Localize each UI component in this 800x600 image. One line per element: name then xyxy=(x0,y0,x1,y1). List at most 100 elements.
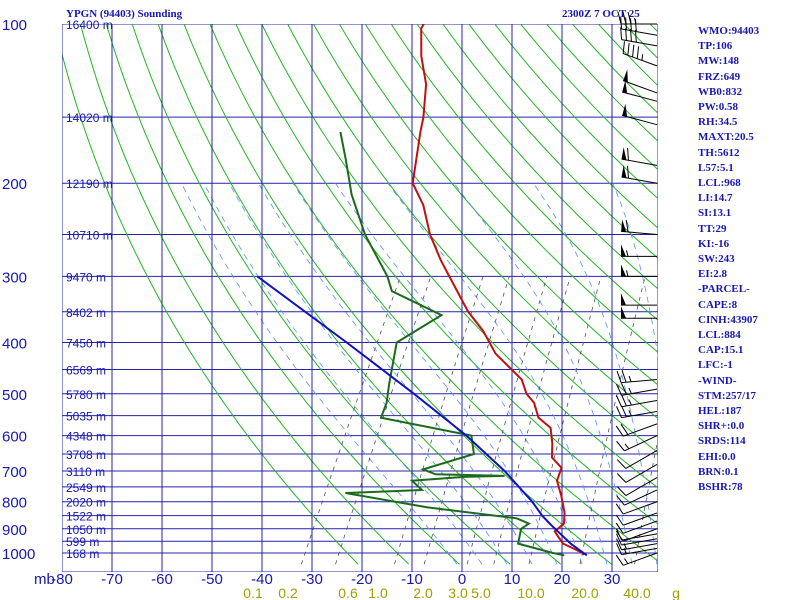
barb-flag xyxy=(621,219,627,232)
wind-barb xyxy=(621,147,658,166)
barb-staff xyxy=(624,435,658,452)
wind-barb xyxy=(615,528,658,542)
barb-staff xyxy=(625,463,658,483)
barb-half xyxy=(624,443,630,450)
barb-staff xyxy=(621,543,658,551)
temperature-tick-label: 10 xyxy=(504,571,521,588)
barb-staff xyxy=(621,400,658,408)
barb-flag xyxy=(622,103,628,117)
barb-staff xyxy=(621,410,658,419)
barb-half xyxy=(628,387,632,394)
index-item: BRN:0.1 xyxy=(698,465,739,478)
pressure-tick-label: 200 xyxy=(2,176,27,193)
index-item: LFC:-1 xyxy=(698,359,733,372)
wind-barb xyxy=(616,405,658,419)
barb-staff xyxy=(623,512,658,526)
wind-barb xyxy=(623,69,658,94)
moist-adiabat-line xyxy=(203,183,483,565)
height-label: 9470 m xyxy=(66,270,106,284)
barb-staff xyxy=(623,528,658,542)
index-item: MW:148 xyxy=(698,55,739,68)
wind-barb xyxy=(616,533,658,546)
dry-adiabat-line xyxy=(442,24,658,259)
height-label: 599 m xyxy=(66,535,99,549)
moist-adiabat-line xyxy=(387,182,608,565)
height-label: 4348 m xyxy=(66,430,106,444)
barb-full xyxy=(616,533,623,546)
index-item: STM:257/17 xyxy=(698,389,757,402)
pressure-tick-label: 800 xyxy=(2,495,27,512)
pressure-tick-label: 1000 xyxy=(2,546,35,563)
temperature-trace xyxy=(411,24,585,556)
barb-full xyxy=(616,383,623,396)
mixing-ratio-tick-label: 0.6 xyxy=(338,585,358,600)
barb-full xyxy=(616,395,623,408)
wind-barb xyxy=(622,41,658,67)
index-item: EHI:0.0 xyxy=(698,450,736,463)
mixing-ratio-line xyxy=(301,276,401,565)
moist-adiabats xyxy=(181,182,658,565)
index-item: CINH:43907 xyxy=(698,313,758,326)
barb-full xyxy=(622,11,627,25)
height-label: 6569 m xyxy=(66,364,106,378)
dry-adiabat-line xyxy=(416,24,658,290)
index-item: CAPE:8 xyxy=(698,298,738,311)
index-item: -PARCEL- xyxy=(698,283,750,296)
barb-full xyxy=(616,406,623,418)
barb-staff xyxy=(621,230,658,236)
barb-full xyxy=(634,29,637,43)
wind-barb xyxy=(621,264,657,277)
pressure-tick-label: 700 xyxy=(2,464,27,481)
barb-staff xyxy=(622,91,658,102)
height-label: 2549 m xyxy=(66,481,106,495)
barb-full xyxy=(622,41,625,54)
index-item: CAP:15.1 xyxy=(698,344,744,357)
barb-full xyxy=(616,473,627,483)
wind-barb xyxy=(621,293,657,306)
barb-full xyxy=(615,554,624,566)
temperature-tick-label: 30 xyxy=(604,571,621,588)
mixing-ratio-tick-label: 20.0 xyxy=(571,585,598,600)
wind-barb xyxy=(616,463,658,483)
mixing-ratio-tick-label: 40.0 xyxy=(623,585,650,600)
temperature-tick-label: 0 xyxy=(458,571,466,588)
pressure-tick-label: 900 xyxy=(2,522,27,539)
barb-staff xyxy=(621,28,658,36)
height-label: 10710 m xyxy=(66,229,113,243)
dry-adiabat-line xyxy=(338,24,658,386)
wind-barb xyxy=(616,489,658,506)
mixing-ratio-line xyxy=(335,276,432,565)
barb-staff xyxy=(623,501,658,515)
wind-barb xyxy=(616,450,658,469)
barb-staff xyxy=(621,538,658,546)
barb-flag xyxy=(621,165,627,178)
height-label: 7450 m xyxy=(66,336,106,350)
mixing-ratio-line xyxy=(394,276,484,565)
barb-full xyxy=(616,543,623,555)
mixing-ratio-line xyxy=(528,276,602,565)
mixing-ratio-line xyxy=(423,276,510,565)
barb-full xyxy=(616,370,622,383)
barb-staff xyxy=(623,53,658,67)
barb-full xyxy=(625,219,629,233)
index-item: TP:106 xyxy=(698,40,733,53)
temperature-tick-label: -80 xyxy=(51,571,73,588)
wind-barb xyxy=(615,501,658,515)
mixing-ratio-line xyxy=(466,276,548,565)
barb-half xyxy=(628,410,632,417)
barb-flag xyxy=(622,80,628,94)
moist-adiabat-line xyxy=(453,182,633,565)
barb-full xyxy=(630,29,632,42)
isobar-grid xyxy=(62,24,658,572)
index-item: LCL:884 xyxy=(698,329,741,342)
index-item: RH:34.5 xyxy=(698,116,738,129)
dry-adiabat-line xyxy=(105,24,460,565)
index-item: SRDS:114 xyxy=(698,435,746,448)
index-item: MAXT:20.5 xyxy=(698,131,754,144)
barb-half xyxy=(623,558,629,564)
height-label: 8402 m xyxy=(66,306,106,320)
wind-barb xyxy=(621,165,658,184)
mixing-ratio-tick-label: 10.0 xyxy=(517,585,544,600)
height-label: 3110 m xyxy=(66,465,105,479)
